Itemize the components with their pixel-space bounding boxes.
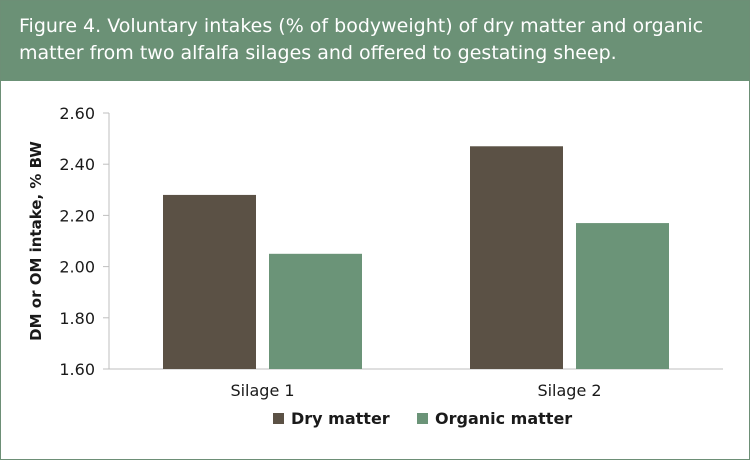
y-tick-label-2: 2.00	[59, 258, 95, 277]
legend-swatch-1	[417, 413, 428, 424]
x-tick-label-0: Silage 1	[230, 381, 294, 400]
y-tick-label-1: 1.80	[59, 309, 95, 328]
bar-dry-matter-silage-1	[163, 194, 256, 369]
y-tick-label-4: 2.40	[59, 155, 95, 174]
figure-header: Figure 4. Voluntary intakes (% of bodywe…	[1, 1, 749, 81]
legend-label-0: Dry matter	[291, 409, 390, 428]
y-tick-label-3: 2.20	[59, 206, 95, 225]
chart-area: 1.60 1.80 2.00 2.20 2.40 2.60 DM or OM intake,…	[1, 81, 749, 459]
bar-dry-matter-silage-2	[470, 146, 563, 369]
legend-label-1: Organic matter	[435, 409, 572, 428]
bar-chart: 1.60 1.80 2.00 2.20 2.40 2.60 DM or OM intake,…	[27, 104, 723, 428]
x-tick-label-1: Silage 2	[537, 381, 601, 400]
legend-swatch-0	[273, 413, 284, 424]
y-axis-label: DM or OM intake, % BW	[27, 141, 45, 341]
y-tick-label-0: 1.60	[59, 360, 95, 379]
bar-organic-matter-silage-2	[576, 223, 669, 369]
y-tick-label-5: 2.60	[59, 104, 95, 123]
figure-title: Figure 4. Voluntary intakes (% of bodywe…	[19, 15, 704, 64]
bar-organic-matter-silage-1	[269, 253, 362, 369]
